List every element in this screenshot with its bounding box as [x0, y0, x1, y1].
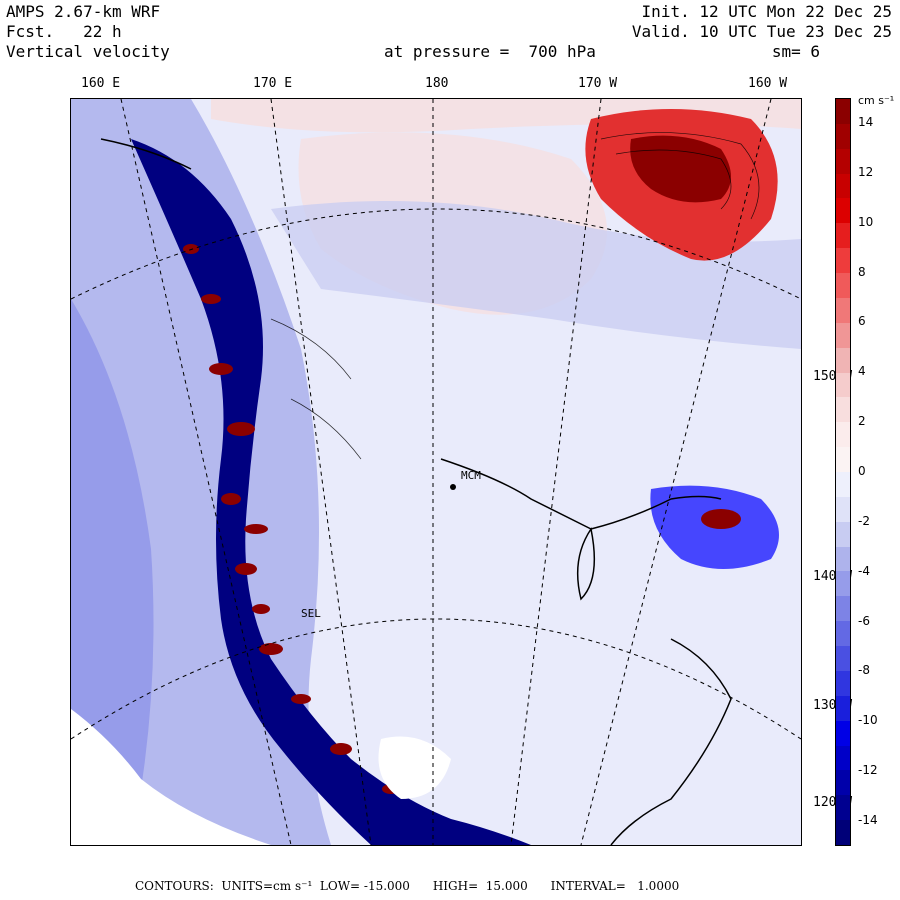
station-mcm-marker — [450, 484, 456, 490]
downward-ocean-band — [271, 201, 801, 349]
colorbar-label: 14 — [858, 114, 874, 129]
colorbar-segment — [836, 397, 850, 423]
land-white-southwest — [71, 709, 271, 845]
colorbar-segment — [836, 521, 850, 548]
colorbar-segment — [836, 198, 850, 224]
colorbar-label: 8 — [858, 264, 866, 279]
graticule — [71, 99, 801, 845]
init-time: Init. 12 UTC Mon 22 Dec 25 — [641, 2, 892, 21]
field-name: Vertical velocity — [6, 42, 170, 61]
upward-patch-east — [701, 509, 741, 529]
colorbar-segment — [836, 646, 850, 672]
colorbar-segment — [836, 745, 850, 771]
strong-downward-range — [131, 139, 531, 845]
strong-upward-patches — [183, 244, 400, 794]
colorbar-segment — [836, 546, 850, 572]
contour-lines — [270, 132, 760, 460]
colorbar-label: 2 — [858, 414, 866, 429]
colorbar-label: -4 — [858, 563, 870, 578]
valid-time: Valid. 10 UTC Tue 23 Dec 25 — [631, 22, 892, 41]
contour-info: CONTOURS: UNITS=cm s⁻¹ LOW= -15.000 HIGH… — [135, 879, 680, 893]
land-white-south — [378, 736, 451, 799]
colorbar-segment — [836, 820, 850, 846]
coastline-north — [100, 138, 192, 170]
station-mcm-label: MCM — [461, 469, 481, 482]
colorbar-segment — [836, 347, 850, 374]
colorbar-segment — [836, 795, 850, 821]
smoothing-value: sm= 6 — [771, 42, 820, 61]
colorbar-label: -10 — [858, 713, 878, 728]
colorbar-segment — [836, 297, 850, 324]
colorbar-segment — [836, 99, 850, 125]
lon-label-180: 180 — [425, 76, 449, 91]
colorbar-segment — [836, 695, 850, 722]
station-sel-label: SEL — [301, 607, 321, 620]
downward-inner-plateau — [71, 299, 154, 845]
lon-label-160e: 160 E — [81, 76, 121, 91]
colorbar-segment — [836, 571, 850, 597]
colorbar-segment — [836, 372, 850, 398]
colorbar-label: 10 — [858, 214, 874, 229]
colorbar-segment — [836, 223, 850, 249]
colorbar-segment — [836, 447, 850, 473]
colorbar-label: 6 — [858, 314, 866, 329]
colorbar-segment — [836, 770, 850, 796]
colorbar-segment — [836, 621, 850, 647]
colorbar-label: -2 — [858, 513, 870, 528]
model-title: AMPS 2.67-km WRF — [6, 2, 161, 21]
colorbar-segment — [836, 248, 850, 274]
colorbar-segment — [836, 720, 850, 747]
colorbar-label: 4 — [858, 364, 866, 379]
colorbar-label: 12 — [858, 164, 874, 179]
forecast-hour: Fcst. 22 h — [6, 22, 122, 41]
colorbar-label: -12 — [858, 763, 878, 778]
colorbar-unit: cm s⁻¹ — [858, 94, 895, 107]
strong-upward-core — [630, 135, 731, 203]
vertical-velocity-map: MCM SEL — [70, 98, 802, 846]
pressure-level: at pressure = 700 hPa — [384, 42, 596, 61]
colorbar-segment — [836, 148, 850, 175]
colorbar-segment — [836, 670, 850, 697]
lon-label-170w: 170 W — [578, 76, 618, 91]
colorbar-segment — [836, 496, 850, 523]
colorbar-segment — [836, 273, 850, 299]
colorbar-segment — [836, 422, 850, 448]
colorbar-segment — [836, 123, 850, 150]
colorbar-segment — [836, 596, 850, 622]
colorbar-label: -14 — [858, 813, 878, 828]
colorbar-segment — [836, 173, 850, 199]
coastline-east — [576, 527, 732, 845]
colorbar — [835, 98, 851, 846]
lon-label-160w: 160 W — [748, 76, 788, 91]
colorbar-label: 0 — [858, 464, 866, 478]
colorbar-label: -6 — [858, 613, 870, 628]
colorbar-label: -8 — [858, 663, 870, 678]
colorbar-segment — [836, 472, 850, 498]
lon-label-170e: 170 E — [253, 76, 293, 91]
colorbar-segment — [836, 322, 850, 349]
